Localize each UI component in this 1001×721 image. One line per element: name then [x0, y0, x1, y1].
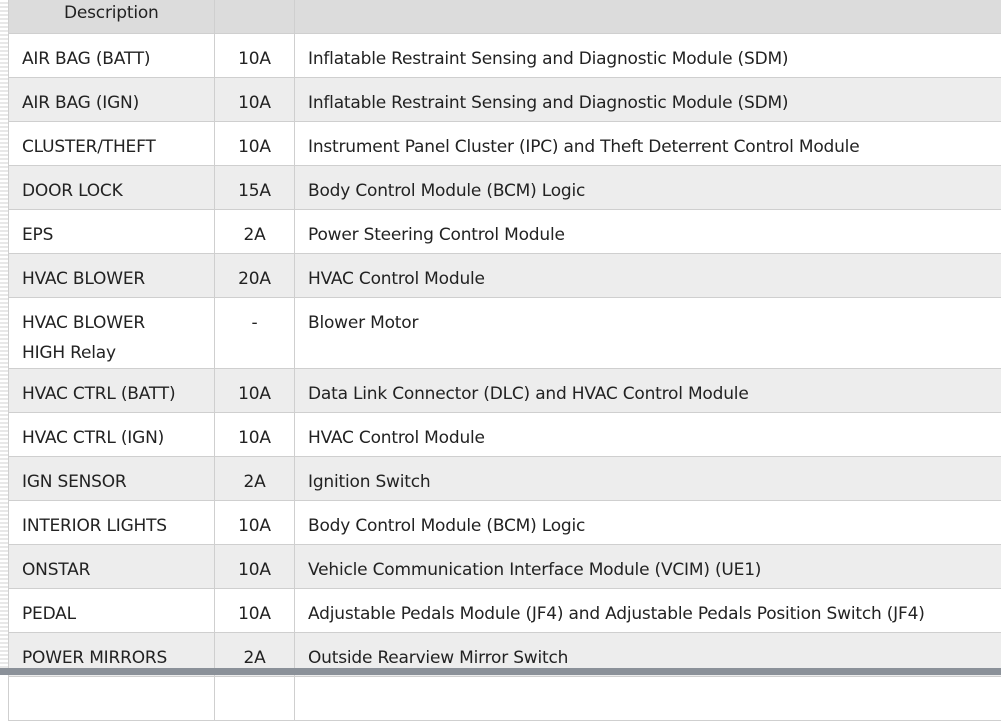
fuse-usage-cell: Vehicle Communication Interface Module (… [295, 545, 1001, 589]
fuse-usage-cell: HVAC Control Module [295, 413, 1001, 457]
header-usage [295, 0, 1001, 34]
fuse-amperage-cell: 2A [215, 457, 295, 501]
fuse-amperage-cell: 10A [215, 34, 295, 78]
fuse-usage-cell: Inflatable Restraint Sensing and Diagnos… [295, 78, 1001, 122]
fuse-usage-cell: Body Control Module (BCM) Logic [295, 166, 1001, 210]
fuse-name-cell: AIR BAG (IGN) [9, 78, 215, 122]
fuse-name-cell: PEDAL [9, 589, 215, 633]
fuse-name-cell: HVAC BLOWER [9, 254, 215, 298]
fuse-usage-cell: HVAC Control Module [295, 254, 1001, 298]
fuse-name-cell: INTERIOR LIGHTS [9, 501, 215, 545]
fuse-amperage-cell: 20A [215, 254, 295, 298]
fuse-amperage-cell: - [215, 298, 295, 369]
fuse-amperage-cell: 10A [215, 122, 295, 166]
fuse-usage-cell: Adjustable Pedals Module (JF4) and Adjus… [295, 589, 1001, 633]
fuse-name-cell: IGN SENSOR [9, 457, 215, 501]
fuse-amperage-cell: 10A [215, 369, 295, 413]
fuse-name-cell: ONSTAR [9, 545, 215, 589]
fuse-amperage-cell: 10A [215, 545, 295, 589]
fuse-name-cell [9, 677, 215, 721]
fuse-amperage-cell: 10A [215, 501, 295, 545]
fuse-name-cell: EPS [9, 210, 215, 254]
fuse-name-cell: AIR BAG (BATT) [9, 34, 215, 78]
fuse-name-cell: DOOR LOCK [9, 166, 215, 210]
fuse-amperage-cell: 10A [215, 589, 295, 633]
fuse-amperage-cell: 10A [215, 413, 295, 457]
horizontal-scrollbar[interactable] [0, 668, 1001, 675]
fuse-name-cell: CLUSTER/THEFT [9, 122, 215, 166]
fuse-name-cell: HVAC CTRL (BATT) [9, 369, 215, 413]
fuse-amperage-cell [215, 677, 295, 721]
fuse-usage-cell: Instrument Panel Cluster (IPC) and Theft… [295, 122, 1001, 166]
fuse-amperage-cell: 2A [215, 210, 295, 254]
fuse-usage-cell: Blower Motor [295, 298, 1001, 369]
fuse-amperage-cell: 10A [215, 78, 295, 122]
header-description: Description [9, 0, 215, 34]
page-edge [0, 0, 8, 668]
table-row [9, 677, 1001, 721]
fuse-usage-cell: Body Control Module (BCM) Logic [295, 501, 1001, 545]
fuse-name-cell: HVAC CTRL (IGN) [9, 413, 215, 457]
fuse-usage-cell [295, 677, 1001, 721]
fuse-usage-cell: Inflatable Restraint Sensing and Diagnos… [295, 34, 1001, 78]
header-amps [215, 0, 295, 34]
fuse-amperage-cell: 15A [215, 166, 295, 210]
fuse-usage-cell: Power Steering Control Module [295, 210, 1001, 254]
fuse-usage-cell: Ignition Switch [295, 457, 1001, 501]
fuse-usage-cell: Data Link Connector (DLC) and HVAC Contr… [295, 369, 1001, 413]
header-row: Description [9, 0, 1001, 34]
